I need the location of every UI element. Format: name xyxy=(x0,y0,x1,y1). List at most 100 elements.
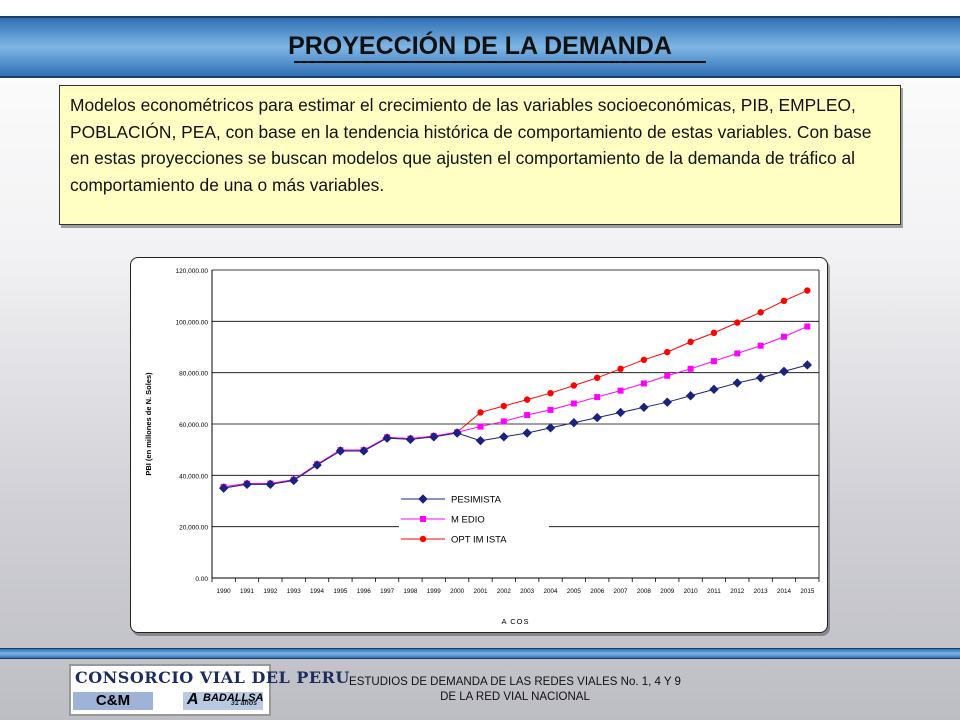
data-point xyxy=(429,432,439,442)
data-point xyxy=(709,384,719,395)
data-point xyxy=(804,323,811,330)
x-tick-label: 2013 xyxy=(754,588,769,595)
data-point xyxy=(477,409,484,416)
data-point xyxy=(757,342,764,349)
legend-label: OPT IM ISTA xyxy=(451,535,507,546)
x-tick-label: 1998 xyxy=(403,588,418,595)
data-point xyxy=(475,435,486,446)
x-tick-label: 2008 xyxy=(637,588,652,595)
data-point xyxy=(500,402,508,410)
title-underline xyxy=(294,61,706,63)
chart-frame: 0.00 20,000.00 40,000.00 60,000.00 80,000.00… xyxy=(130,257,828,633)
logo-badallsa-text: BADALLSA xyxy=(203,692,264,704)
data-point xyxy=(615,407,626,418)
data-point xyxy=(312,460,322,470)
data-point xyxy=(523,396,531,403)
x-tick-label: 2004 xyxy=(544,588,559,595)
x-tick-label: 1995 xyxy=(333,588,348,595)
x-axis-label: A COS xyxy=(502,617,530,626)
x-tick-label: 1990 xyxy=(217,588,232,595)
footer-text: ESTUDIOS DE DEMANDA DE LAS REDES VIALES … xyxy=(300,675,730,705)
data-point xyxy=(732,378,742,388)
data-point xyxy=(359,446,369,456)
data-point xyxy=(452,428,462,438)
x-tick-label: 1994 xyxy=(310,588,325,595)
y-tick-label: 100,000.00 xyxy=(175,319,208,326)
data-point xyxy=(500,418,507,425)
data-point xyxy=(640,380,647,387)
data-point xyxy=(289,475,299,486)
data-point xyxy=(594,374,601,381)
data-point xyxy=(757,309,764,316)
pbi-projection-chart: 0.00 20,000.00 40,000.00 60,000.00 80,000.00… xyxy=(144,268,820,626)
x-tick-label: 1991 xyxy=(240,588,255,595)
footer-line-1: ESTUDIOS DE DEMANDA DE LAS REDES VIALES … xyxy=(349,676,681,688)
y-tick-label: 80,000.00 xyxy=(179,371,208,378)
x-tick-label: 2006 xyxy=(590,588,605,595)
data-point xyxy=(687,365,694,372)
data-point xyxy=(569,418,579,428)
footer-line-2: DE LA RED VIAL NACIONAL xyxy=(440,691,590,703)
x-tick-label: 1997 xyxy=(380,588,395,595)
x-tick-label: 1996 xyxy=(357,588,372,595)
x-tick-label: 2002 xyxy=(497,588,512,595)
data-point xyxy=(499,432,509,442)
logo-years: 31 años xyxy=(230,700,257,707)
logo-badallsa: A BADALLSA 31 años xyxy=(183,691,264,710)
series-line xyxy=(223,326,808,488)
data-point xyxy=(804,287,811,294)
data-point xyxy=(780,297,788,304)
x-tick-label: 2012 xyxy=(730,588,745,595)
x-tick-label: 2015 xyxy=(800,588,815,595)
data-point xyxy=(734,350,741,357)
data-point xyxy=(570,400,577,407)
data-point xyxy=(664,348,671,356)
data-point xyxy=(640,356,648,364)
data-point xyxy=(594,394,601,401)
data-point xyxy=(617,365,624,373)
logo-consortium-name: CONSORCIO VIAL DEL PERU xyxy=(75,668,350,687)
data-point xyxy=(522,428,532,438)
page-title: PROYECCIÓN DE LA DEMANDA xyxy=(288,32,672,60)
x-tick-label: 1993 xyxy=(287,588,302,595)
data-point xyxy=(639,402,649,413)
data-point xyxy=(802,360,813,370)
title-bar xyxy=(0,16,960,78)
data-point xyxy=(592,412,602,423)
x-tick-label: 2014 xyxy=(777,588,792,595)
data-point xyxy=(547,406,554,413)
y-tick-label: 40,000.00 xyxy=(179,473,208,480)
data-point xyxy=(419,535,427,543)
legend-label: PESIMISTA xyxy=(451,495,502,506)
data-point xyxy=(617,387,624,394)
data-point xyxy=(545,423,556,433)
y-tick-label: 120,000.00 xyxy=(175,268,208,275)
data-point xyxy=(382,433,392,443)
x-tick-label: 2011 xyxy=(707,588,721,595)
x-tick-label: 1999 xyxy=(427,588,442,595)
data-point xyxy=(734,319,741,326)
consortium-logo: CONSORCIO VIAL DEL PERU C&M A BADALLSA 3… xyxy=(69,664,349,716)
y-tick-label: 20,000.00 xyxy=(179,525,208,532)
data-point xyxy=(779,366,789,377)
series-line xyxy=(223,364,808,489)
data-point xyxy=(664,372,671,379)
data-point xyxy=(687,338,694,346)
data-point xyxy=(477,423,484,430)
data-point xyxy=(780,333,787,340)
x-tick-label: 2010 xyxy=(684,588,699,595)
logo-cm: C&M xyxy=(73,692,153,710)
x-tick-label: 2007 xyxy=(614,588,629,595)
y-axis-label: PBI (en millones de N. Soles) xyxy=(144,372,153,476)
data-point xyxy=(662,397,672,407)
data-point xyxy=(710,329,718,337)
x-tick-label: 2001 xyxy=(473,588,488,595)
y-tick-label: 60,000.00 xyxy=(179,422,208,429)
description-box: Modelos econométricos para estimar el cr… xyxy=(59,85,901,225)
series-line xyxy=(223,290,808,488)
data-point xyxy=(685,391,696,401)
data-point xyxy=(335,446,346,456)
data-point xyxy=(418,494,428,504)
data-point xyxy=(218,483,229,493)
badallsa-mark-icon: A xyxy=(187,691,199,708)
